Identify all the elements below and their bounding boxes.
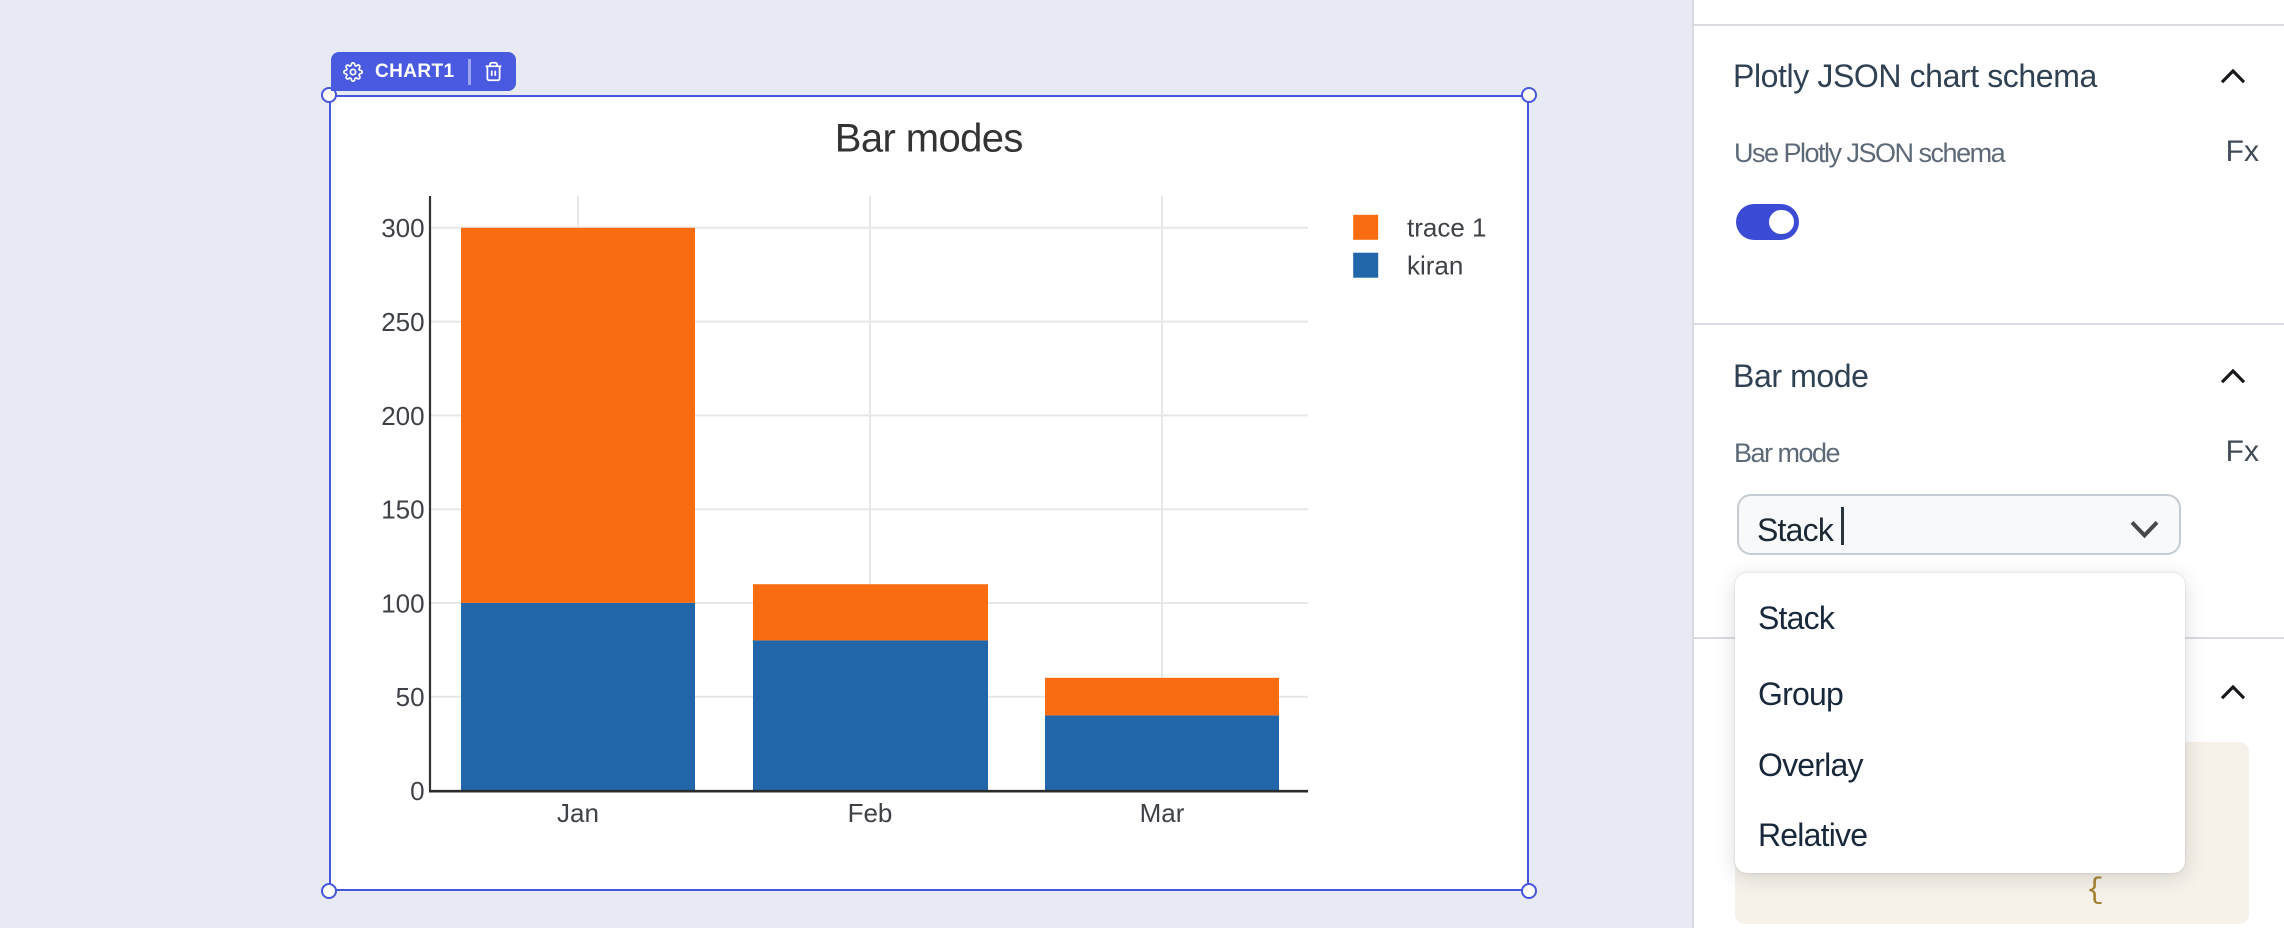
- svg-text:50: 50: [396, 682, 425, 712]
- svg-text:Feb: Feb: [848, 798, 893, 828]
- svg-text:trace 1: trace 1: [1407, 213, 1487, 243]
- svg-text:250: 250: [381, 307, 424, 337]
- svg-text:150: 150: [381, 495, 424, 525]
- svg-text:Bar modes: Bar modes: [835, 117, 1023, 161]
- svg-text:0: 0: [410, 776, 424, 806]
- svg-text:Jan: Jan: [557, 798, 599, 828]
- svg-text:300: 300: [381, 213, 424, 243]
- svg-text:100: 100: [381, 588, 424, 618]
- svg-text:Mar: Mar: [1140, 798, 1185, 828]
- svg-text:200: 200: [381, 401, 424, 431]
- svg-text:kiran: kiran: [1407, 251, 1463, 281]
